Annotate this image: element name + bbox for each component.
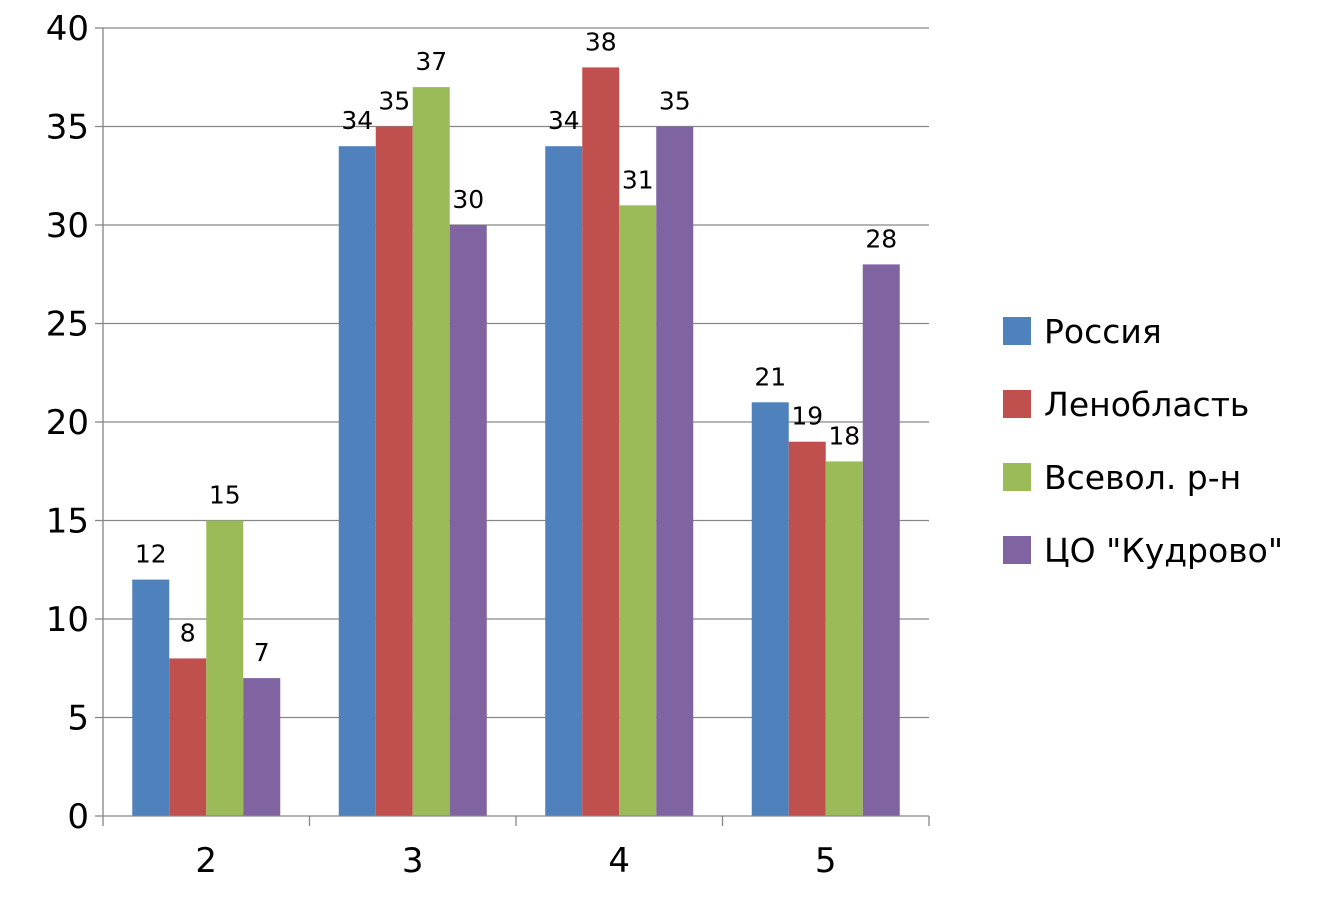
bar — [449, 225, 487, 816]
bar — [412, 87, 450, 817]
bar — [132, 579, 170, 816]
data-label: 18 — [828, 421, 860, 450]
bar — [825, 461, 863, 816]
data-label: 34 — [341, 106, 373, 135]
data-label: 15 — [209, 481, 241, 510]
legend-swatch — [1003, 390, 1031, 418]
legend-label: ЦО "Кудрово" — [1044, 531, 1283, 570]
bar — [582, 67, 620, 816]
bar — [788, 441, 826, 816]
y-tick-label: 15 — [46, 502, 89, 542]
legend: Россия Ленобласть Всевол. р-н ЦО "Кудрово" — [1003, 312, 1283, 570]
data-label: 12 — [135, 540, 167, 569]
y-tick-label: 40 — [46, 9, 89, 49]
data-label: 38 — [585, 27, 617, 56]
legend-label: Ленобласть — [1044, 385, 1249, 424]
x-tick-label: 2 — [195, 841, 217, 881]
data-label: 35 — [378, 87, 410, 116]
bar — [751, 402, 789, 816]
y-tick-label: 35 — [46, 108, 89, 148]
data-label: 8 — [180, 618, 196, 647]
legend-swatch — [1003, 463, 1031, 491]
y-tick-label: 0 — [67, 797, 89, 837]
bar — [545, 146, 583, 816]
data-label: 30 — [452, 185, 484, 214]
data-label: 37 — [415, 47, 447, 76]
bar — [656, 126, 694, 816]
y-tick-label: 25 — [46, 305, 89, 345]
bar — [338, 146, 376, 816]
y-tick-label: 30 — [46, 206, 89, 246]
bar — [862, 264, 900, 816]
legend-label: Всевол. р-н — [1044, 458, 1241, 497]
bar — [375, 126, 413, 816]
legend-swatch — [1003, 536, 1031, 564]
bar — [169, 658, 207, 816]
x-tick-label: 4 — [608, 841, 630, 881]
data-label: 31 — [622, 165, 654, 194]
legend-label: Россия — [1044, 312, 1162, 351]
data-label: 19 — [791, 402, 823, 431]
legend-swatch — [1003, 317, 1031, 345]
bar — [243, 678, 281, 816]
y-tick-label: 5 — [67, 699, 89, 739]
bar — [206, 520, 244, 816]
x-tick-label: 5 — [815, 841, 837, 881]
data-label: 28 — [865, 224, 897, 253]
x-tick-label: 3 — [402, 841, 424, 881]
data-label: 35 — [659, 87, 691, 116]
y-tick-label: 20 — [46, 403, 89, 443]
data-label: 7 — [254, 638, 270, 667]
y-tick-label: 10 — [46, 600, 89, 640]
bar — [619, 205, 657, 817]
bars — [132, 67, 900, 817]
data-label: 21 — [754, 362, 786, 391]
data-label: 34 — [548, 106, 580, 135]
